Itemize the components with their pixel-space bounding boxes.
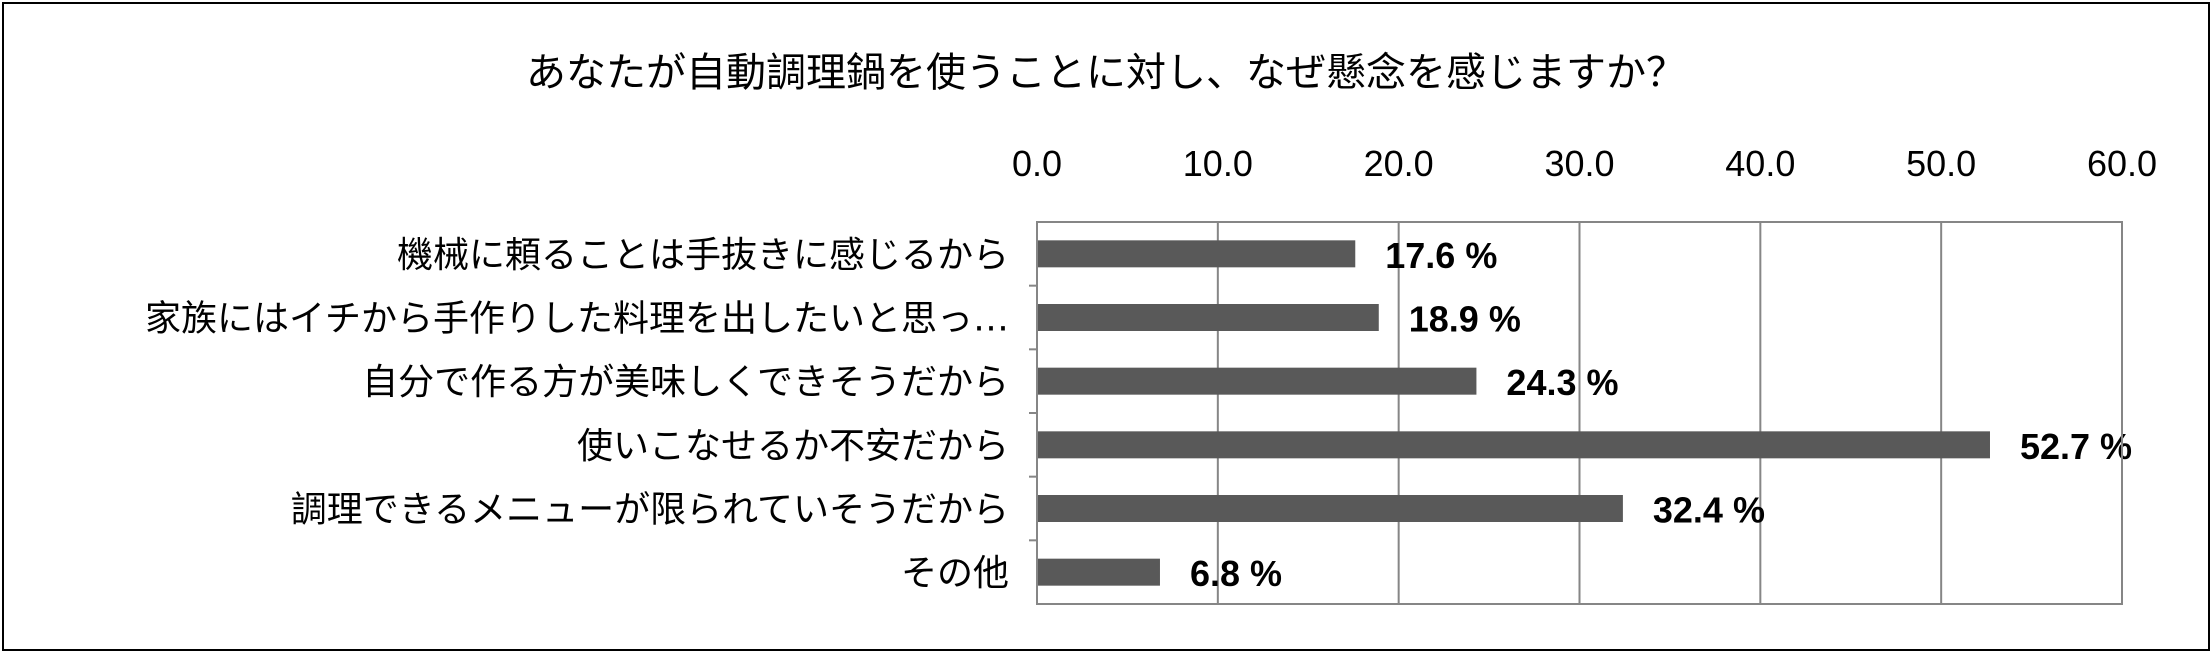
x-tick-label: 0.0 (1012, 143, 1062, 184)
data-label: 6.8 % (1190, 553, 1282, 594)
bar (1037, 367, 1477, 395)
bar (1037, 431, 1990, 459)
data-label: 18.9 % (1409, 299, 1521, 340)
plot-area-border (1036, 221, 2123, 605)
bar (1037, 304, 1379, 331)
bars (1037, 240, 1990, 586)
x-tick-label: 30.0 (1544, 143, 1614, 184)
bar (1037, 240, 1356, 268)
data-label: 24.3 % (1506, 362, 1618, 403)
category-labels: 機械に頼ることは手抜きに感じるから家族にはイチから手作りした料理を出したいと思っ… (145, 235, 1009, 594)
bar-chart: あなたが自動調理鍋を使うことに対し、なぜ懸念を感じますか？ 0.0 10.0 20.… (145, 50, 2157, 605)
value-labels: 17.6 % 18.9 % 24.3 % 52.7 % 32.4 % 6.8 % (1190, 235, 2132, 594)
x-tick-label: 60.0 (2087, 143, 2157, 184)
data-label: 52.7 % (2020, 426, 2132, 467)
bar (1037, 495, 1623, 522)
chart-title: あなたが自動調理鍋を使うことに対し、なぜ懸念を感じますか？ (526, 50, 1686, 96)
x-tick-label: 40.0 (1725, 143, 1795, 184)
x-axis-ticks: 0.0 10.0 20.0 30.0 40.0 50.0 60.0 (1012, 143, 2157, 184)
category-label: 自分で作る方が美味しくできそうだから (362, 362, 1009, 403)
data-label: 32.4 % (1653, 490, 1765, 531)
category-label: 機械に頼ることは手抜きに感じるから (397, 235, 1009, 276)
x-tick-label: 50.0 (1906, 143, 1976, 184)
data-label: 17.6 % (1385, 235, 1497, 276)
category-label: 家族にはイチから手作りした料理を出したいと思っ… (145, 299, 1009, 340)
gridlines (1029, 222, 1943, 604)
category-label: 使いこなせるか不安だから (577, 426, 1009, 467)
bar (1037, 558, 1160, 586)
x-tick-label: 20.0 (1364, 143, 1434, 184)
category-label: 調理できるメニューが限られていそうだから (291, 490, 1009, 531)
x-tick-label: 10.0 (1183, 143, 1253, 184)
category-label: その他 (901, 553, 1009, 594)
